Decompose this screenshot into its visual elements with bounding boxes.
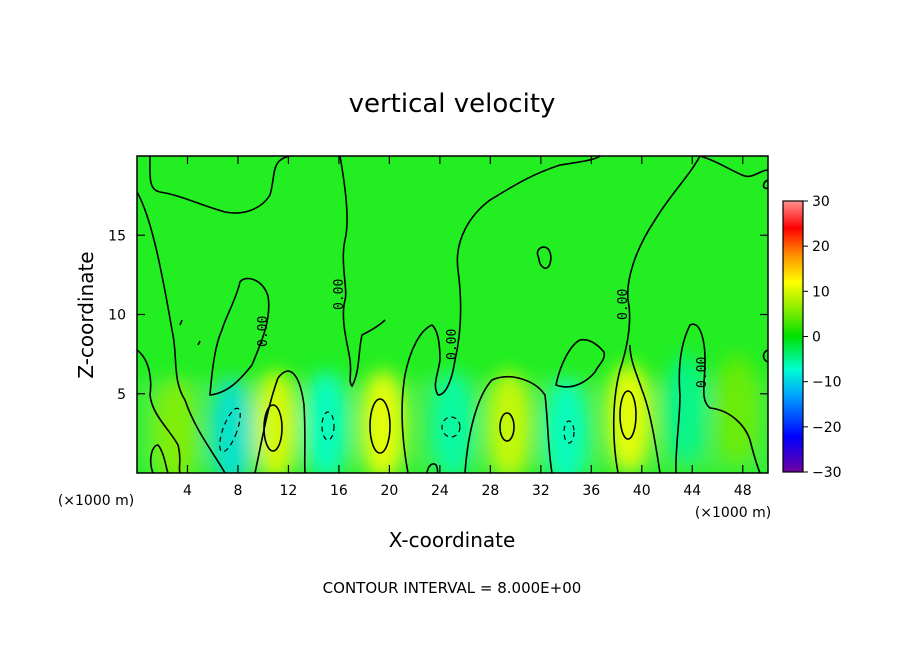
contour-label: 0.00 bbox=[695, 357, 710, 388]
y-tick-label: 15 bbox=[108, 228, 126, 244]
velocity-field bbox=[152, 354, 759, 473]
velocity-cell bbox=[663, 354, 708, 465]
x-tick-label: 44 bbox=[683, 483, 701, 499]
y-tick-label: 10 bbox=[108, 308, 126, 324]
velocity-cell bbox=[152, 378, 197, 473]
x-axis: 4 8 12 16 20 24 28 32 36 40 44 48 bbox=[183, 156, 752, 499]
colorbar-tick-label: 0 bbox=[812, 330, 821, 346]
colorbar-scale bbox=[782, 200, 804, 473]
colorbar-tick-label: −20 bbox=[812, 420, 842, 436]
velocity-cell bbox=[607, 362, 652, 473]
chart-title: vertical velocity bbox=[349, 89, 556, 119]
velocity-cell bbox=[361, 370, 406, 473]
contour-label: 0.00 bbox=[332, 279, 347, 310]
x-tick-label: 40 bbox=[633, 483, 651, 499]
x-tick-label: 4 bbox=[183, 483, 192, 499]
colorbar-tick-label: 30 bbox=[812, 194, 830, 210]
contour-label: 0.00 bbox=[616, 289, 631, 320]
velocity-cell bbox=[430, 370, 475, 473]
x-tick-label: 28 bbox=[481, 483, 499, 499]
velocity-cell bbox=[253, 370, 298, 473]
colorbar: 30 20 10 0 −10 −20 −30 bbox=[782, 194, 842, 481]
x-tick-label: 32 bbox=[532, 483, 550, 499]
y-axis: 5 10 15 bbox=[108, 228, 768, 403]
y-axis-label: Z-coordinate bbox=[74, 251, 98, 378]
velocity-cell bbox=[714, 354, 759, 465]
colorbar-tick-label: −10 bbox=[812, 375, 842, 391]
negative-contours bbox=[219, 407, 575, 453]
contour-lines bbox=[137, 156, 768, 473]
x-axis-label: X-coordinate bbox=[389, 528, 516, 552]
contour-label: 0.00 bbox=[445, 329, 460, 360]
x-unit-left: (×1000 m) bbox=[58, 493, 134, 509]
x-tick-label: 16 bbox=[330, 483, 348, 499]
velocity-cell bbox=[544, 378, 589, 473]
contour-label: 0.00 bbox=[256, 316, 271, 347]
y-tick-label: 5 bbox=[117, 387, 126, 403]
x-tick-label: 20 bbox=[380, 483, 398, 499]
x-tick-label: 8 bbox=[233, 483, 242, 499]
colorbar-tick-label: 10 bbox=[812, 284, 830, 300]
velocity-cell bbox=[209, 378, 254, 473]
x-tick-label: 12 bbox=[280, 483, 298, 499]
x-unit-right: (×1000 m) bbox=[695, 505, 771, 521]
velocity-cell bbox=[487, 370, 532, 473]
x-tick-label: 48 bbox=[734, 483, 752, 499]
velocity-cell bbox=[304, 370, 349, 473]
contour-interval: CONTOUR INTERVAL = 8.000E+00 bbox=[323, 579, 582, 597]
colorbar-tick-label: −30 bbox=[812, 465, 842, 481]
colorbar-tick-label: 20 bbox=[812, 239, 830, 255]
x-tick-label: 36 bbox=[582, 483, 600, 499]
x-tick-label: 24 bbox=[431, 483, 449, 499]
plot-area: 0.00 0.00 0.00 0.00 0.00 bbox=[137, 156, 768, 473]
